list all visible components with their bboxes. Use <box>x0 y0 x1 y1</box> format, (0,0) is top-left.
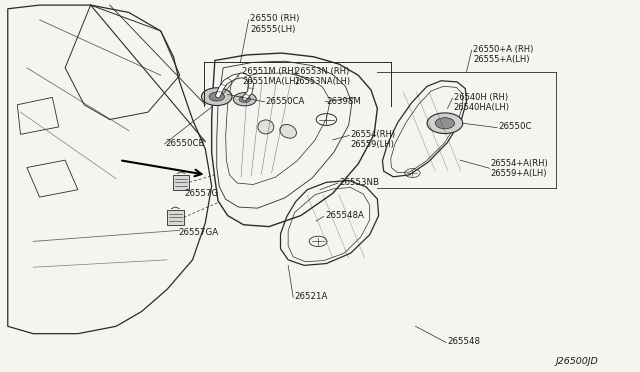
Circle shape <box>435 118 454 129</box>
Circle shape <box>239 96 250 103</box>
Text: 265548: 265548 <box>447 337 481 346</box>
Text: 26555(LH): 26555(LH) <box>250 25 295 33</box>
Text: 26540HA(LH): 26540HA(LH) <box>454 103 510 112</box>
Text: 26554(RH): 26554(RH) <box>351 130 396 139</box>
Text: 26559(LH): 26559(LH) <box>351 140 394 149</box>
Circle shape <box>202 88 232 106</box>
Text: J26500JD: J26500JD <box>556 357 598 366</box>
Polygon shape <box>173 175 189 190</box>
Text: 26553NA(LH): 26553NA(LH) <box>294 77 351 86</box>
Text: 26559+A(LH): 26559+A(LH) <box>491 169 547 178</box>
Text: 26557GA: 26557GA <box>179 228 219 237</box>
Text: 26553NB: 26553NB <box>339 178 379 187</box>
Text: 26550+A (RH): 26550+A (RH) <box>473 45 533 54</box>
Text: 26398M: 26398M <box>326 97 361 106</box>
Circle shape <box>427 113 463 134</box>
Text: 26521A: 26521A <box>294 292 328 301</box>
Text: 26554+A(RH): 26554+A(RH) <box>491 159 548 169</box>
Text: 26551MA(LH): 26551MA(LH) <box>243 77 299 86</box>
Text: 26557G: 26557G <box>184 189 218 198</box>
Text: 26553N (RH): 26553N (RH) <box>294 67 349 76</box>
Text: 26550 (RH): 26550 (RH) <box>250 13 300 22</box>
Text: 26550C: 26550C <box>499 122 532 131</box>
Text: 26550CB: 26550CB <box>166 139 205 148</box>
Text: 26550CA: 26550CA <box>266 97 305 106</box>
Ellipse shape <box>280 125 296 138</box>
Circle shape <box>209 92 225 101</box>
Text: 265548A: 265548A <box>325 211 364 220</box>
Ellipse shape <box>258 120 274 134</box>
Polygon shape <box>167 210 184 225</box>
Circle shape <box>234 93 256 106</box>
Text: 26551M (RH): 26551M (RH) <box>243 67 297 76</box>
Text: 26555+A(LH): 26555+A(LH) <box>473 55 529 64</box>
Text: 26540H (RH): 26540H (RH) <box>454 93 508 102</box>
